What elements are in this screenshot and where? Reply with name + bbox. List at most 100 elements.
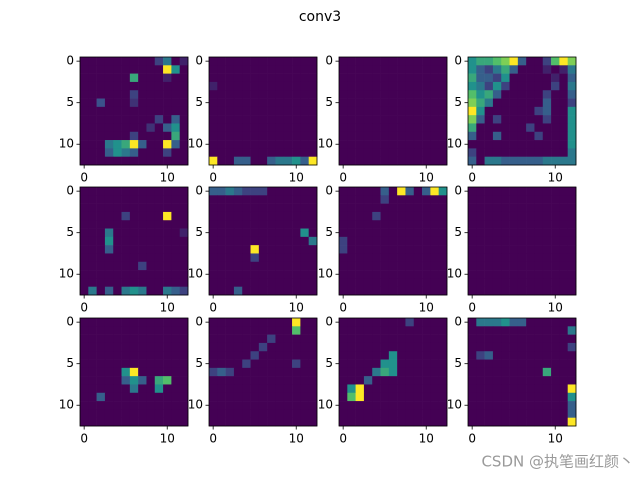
heatmap-cell bbox=[88, 73, 97, 83]
heatmap-cell bbox=[113, 236, 122, 246]
heatmap-cell bbox=[209, 384, 218, 394]
heatmap-cell bbox=[121, 236, 131, 246]
heatmap-cell bbox=[492, 106, 502, 116]
heatmap-cell bbox=[88, 351, 97, 360]
heatmap-cell bbox=[179, 334, 189, 344]
heatmap-cell bbox=[380, 211, 390, 221]
heatmap-cell bbox=[80, 351, 89, 360]
heatmap-cell bbox=[267, 131, 276, 141]
heatmap-cell bbox=[121, 81, 131, 91]
heatmap-cell bbox=[380, 401, 390, 410]
heatmap-cell bbox=[397, 65, 406, 74]
heatmap-cell bbox=[542, 392, 552, 402]
heatmap-cell bbox=[567, 236, 577, 246]
heatmap-cell bbox=[275, 318, 285, 327]
heatmap-cell bbox=[258, 270, 268, 279]
y-tick-label: 5 bbox=[66, 356, 74, 370]
heatmap-cell bbox=[551, 392, 560, 402]
heatmap-cell bbox=[163, 115, 172, 124]
heatmap-cell bbox=[171, 65, 180, 74]
heatmap-cell bbox=[96, 156, 106, 166]
heatmap-cell bbox=[104, 245, 114, 254]
heatmap-cell bbox=[517, 376, 527, 385]
heatmap-cell bbox=[225, 106, 235, 116]
y-tick-label: 0 bbox=[325, 184, 333, 198]
x-tick-label: 10 bbox=[419, 301, 434, 315]
heatmap-cell bbox=[146, 220, 156, 229]
heatmap-cell bbox=[517, 211, 527, 221]
heatmap-cell bbox=[430, 326, 439, 335]
heatmap-cell bbox=[405, 342, 415, 352]
heatmap-cell bbox=[138, 131, 147, 141]
heatmap-cell bbox=[146, 228, 156, 238]
heatmap-cell bbox=[138, 140, 147, 149]
heatmap-cell bbox=[347, 228, 356, 238]
heatmap-cell bbox=[154, 409, 164, 418]
heatmap-cell bbox=[88, 409, 97, 418]
heatmap-cell bbox=[484, 261, 494, 271]
heatmap-cell bbox=[267, 81, 276, 91]
heatmap-cell bbox=[363, 195, 373, 204]
heatmap-cell bbox=[517, 220, 527, 229]
heatmap-cell bbox=[397, 106, 406, 116]
heatmap-cell bbox=[267, 286, 276, 296]
heatmap-cell bbox=[397, 203, 406, 213]
heatmap-cell bbox=[80, 367, 89, 377]
heatmap-cell bbox=[179, 106, 189, 116]
heatmap-cell bbox=[339, 148, 348, 157]
heatmap-cell bbox=[413, 115, 423, 124]
heatmap-cell bbox=[430, 203, 439, 213]
heatmap-cell bbox=[96, 195, 106, 204]
heatmap-cell bbox=[121, 123, 131, 133]
heatmap-cell bbox=[217, 236, 226, 246]
heatmap-cell bbox=[88, 245, 97, 254]
heatmap-cell bbox=[80, 228, 89, 238]
heatmap-cell bbox=[80, 57, 89, 66]
heatmap-cell bbox=[363, 351, 373, 360]
heatmap-cell bbox=[171, 211, 180, 221]
heatmap-cell bbox=[179, 384, 189, 394]
heatmap-cell bbox=[372, 245, 381, 254]
heatmap-cell bbox=[283, 326, 293, 335]
heatmap-cell bbox=[388, 342, 398, 352]
heatmap-cell bbox=[88, 261, 97, 271]
heatmap-cell bbox=[559, 351, 568, 360]
heatmap-cell bbox=[468, 228, 477, 238]
heatmap-cell bbox=[468, 261, 477, 271]
x-tick-label: 0 bbox=[209, 432, 217, 446]
heatmap-cell bbox=[154, 270, 164, 279]
heatmap-cell bbox=[138, 245, 147, 254]
heatmap-cell bbox=[258, 401, 268, 410]
heatmap-cell bbox=[113, 156, 122, 166]
heatmap-cell bbox=[438, 236, 448, 246]
heatmap-cell bbox=[250, 384, 260, 394]
heatmap-cell bbox=[154, 359, 164, 369]
heatmap-cell bbox=[405, 270, 415, 279]
heatmap-cell bbox=[283, 236, 293, 246]
heatmap-cell bbox=[380, 236, 390, 246]
heatmap-cell bbox=[80, 140, 89, 149]
heatmap-cell bbox=[517, 65, 527, 74]
heatmap-cell bbox=[171, 342, 180, 352]
heatmap-cell bbox=[209, 278, 218, 287]
heatmap-cell bbox=[179, 342, 189, 352]
heatmap-cell bbox=[388, 245, 398, 254]
heatmap-cell bbox=[88, 236, 97, 246]
heatmap-cell bbox=[292, 392, 301, 402]
heatmap-cell bbox=[209, 57, 218, 66]
heatmap-cell bbox=[300, 270, 309, 279]
heatmap-cell bbox=[300, 131, 309, 141]
heatmap-cell bbox=[258, 417, 268, 427]
heatmap-cell bbox=[380, 57, 390, 66]
heatmap-cell bbox=[179, 220, 189, 229]
heatmap-cell bbox=[397, 236, 406, 246]
heatmap-cell bbox=[225, 253, 235, 263]
heatmap-cell bbox=[413, 140, 423, 149]
heatmap-cell bbox=[217, 278, 226, 287]
heatmap-cell bbox=[567, 81, 577, 91]
heatmap-cell bbox=[104, 148, 114, 157]
heatmap-cell bbox=[242, 148, 251, 157]
heatmap-cell bbox=[534, 187, 544, 196]
heatmap-cell bbox=[501, 90, 510, 99]
heatmap-cell bbox=[258, 278, 268, 287]
